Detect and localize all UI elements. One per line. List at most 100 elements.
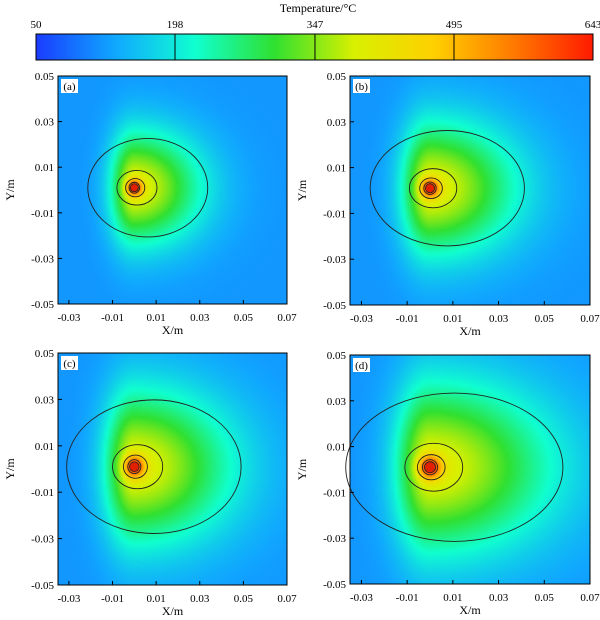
y-tick-label: -0.05: [323, 300, 346, 312]
y-tick-label: 0.05: [35, 71, 55, 83]
x-axis-label: X/m: [459, 324, 481, 338]
contour-line: [404, 442, 464, 492]
contour-line: [128, 181, 141, 194]
panel-label-box: [61, 79, 78, 93]
panel-label: (a): [63, 81, 76, 93]
panel-label: (b): [355, 81, 368, 93]
contour-line: [419, 177, 443, 199]
contour-line: [116, 169, 158, 206]
plot-frame: [349, 75, 591, 306]
x-tick-label: 0.03: [489, 313, 509, 325]
heat-source-marker: [129, 461, 140, 472]
y-tick-label: 0.03: [327, 117, 347, 129]
x-tick-label: 0.01: [443, 313, 462, 325]
y-tick-label: -0.01: [323, 208, 346, 220]
contour-line: [345, 392, 564, 542]
contour-line: [125, 178, 146, 198]
temperature-field: [350, 355, 590, 584]
x-tick-label: -0.03: [350, 313, 373, 325]
x-axis-label: X/m: [459, 603, 481, 617]
x-tick-label: -0.01: [101, 312, 124, 324]
temperature-field: [350, 76, 590, 305]
x-tick-label: -0.01: [396, 313, 419, 325]
temperature-field: [58, 353, 287, 585]
y-tick-label: -0.01: [31, 487, 54, 499]
x-tick-label: 0.03: [190, 593, 210, 605]
colorbar-tick-label: 50: [31, 19, 43, 31]
x-tick-label: 0.07: [277, 312, 297, 324]
x-tick-label: -0.03: [350, 592, 373, 604]
panel-d: (d) -0.03 -0.01 0.01 0.03 0.05 0.07 0.05 0.03 0.0…: [295, 350, 600, 617]
colorbar-tick-label: 347: [307, 19, 324, 31]
x-tick-label: -0.01: [396, 592, 419, 604]
heat-source-marker: [129, 183, 139, 193]
y-tick-label: -0.05: [31, 580, 54, 592]
colorbar-tick-label: 643: [585, 19, 600, 31]
y-tick-label: -0.03: [323, 254, 346, 266]
temperature-field: [58, 76, 287, 304]
panel-label-box: [353, 79, 370, 93]
panel-label: (c): [63, 358, 76, 370]
y-tick-label: -0.05: [31, 299, 54, 311]
x-tick-label: 0.03: [489, 592, 509, 604]
panel-c: (c) -0.03 -0.01 0.01 0.03 0.05 0.07 0.05 0.03 0.0…: [3, 348, 297, 618]
contour-line: [112, 444, 164, 490]
contour-line: [416, 454, 446, 481]
heat-source-marker: [425, 183, 435, 194]
x-tick-label: 0.01: [147, 593, 166, 605]
y-tick-label: -0.01: [31, 208, 54, 220]
y-tick-label: -0.05: [323, 579, 346, 591]
y-tick-label: 0.05: [327, 71, 347, 83]
x-tick-label: 0.07: [277, 593, 297, 605]
panel-b: (b) -0.03 -0.01 0.01 0.03 0.05 0.07 0.05 0.03 0.0…: [295, 71, 600, 338]
panel-label-box: [61, 356, 78, 370]
x-tick-label: 0.05: [234, 593, 254, 605]
colorbar-tick-label: 495: [446, 19, 463, 31]
colorbar: Temperature/°C 50 198 347 495 643: [31, 1, 600, 61]
x-tick-label: 0.03: [190, 312, 210, 324]
x-tick-label: 0.05: [234, 312, 254, 324]
heat-source-marker: [424, 461, 436, 474]
y-axis-label: Y/m: [295, 458, 309, 480]
plot-frame: [57, 352, 288, 586]
panels: (a) -0.03 -0.01 0.01 0.03 0.05 0.07 0.05 0.03 0.0…: [3, 71, 600, 618]
panel-a: (a) -0.03 -0.01 0.01 0.03 0.05 0.07 0.05 0.03 0.0…: [3, 71, 297, 337]
x-tick-label: -0.03: [57, 312, 80, 324]
contour-line: [127, 459, 142, 475]
contour-line: [66, 399, 242, 534]
x-tick-label: 0.07: [580, 592, 600, 604]
y-tick-label: 0.05: [327, 350, 347, 362]
y-tick-label: -0.03: [31, 534, 54, 546]
y-axis-label: Y/m: [3, 458, 17, 480]
y-tick-label: 0.03: [35, 117, 55, 129]
contour-line: [423, 181, 437, 195]
panel-label-box: [353, 358, 370, 372]
y-axis-label: Y/m: [295, 179, 309, 201]
contour-line: [408, 168, 458, 209]
y-tick-label: -0.03: [323, 533, 346, 545]
y-tick-label: 0.05: [35, 348, 55, 360]
y-tick-label: 0.03: [35, 394, 55, 406]
y-axis-label: Y/m: [3, 179, 17, 201]
plot-frame: [349, 354, 591, 585]
contour-line: [422, 459, 438, 476]
y-tick-label: 0.03: [327, 396, 347, 408]
x-tick-label: 0.01: [147, 312, 166, 324]
colorbar-ticks: 50 198 347 495 643: [31, 19, 600, 60]
colorbar-tick-label: 198: [167, 19, 184, 31]
y-tick-label: 0.01: [327, 163, 346, 175]
y-tick-label: 0.01: [327, 442, 346, 454]
y-tick-label: 0.01: [35, 441, 54, 453]
x-tick-label: 0.05: [535, 313, 555, 325]
x-tick-label: 0.01: [443, 592, 462, 604]
y-tick-label: -0.03: [31, 253, 54, 265]
x-tick-label: -0.01: [101, 593, 124, 605]
y-tick-label: 0.01: [35, 162, 54, 174]
contour-line: [122, 454, 148, 479]
colorbar-title: Temperature/°C: [280, 1, 357, 15]
x-axis-label: X/m: [162, 323, 184, 337]
contour-line: [87, 138, 209, 238]
x-tick-label: 0.07: [580, 313, 600, 325]
panel-label: (d): [355, 360, 368, 372]
